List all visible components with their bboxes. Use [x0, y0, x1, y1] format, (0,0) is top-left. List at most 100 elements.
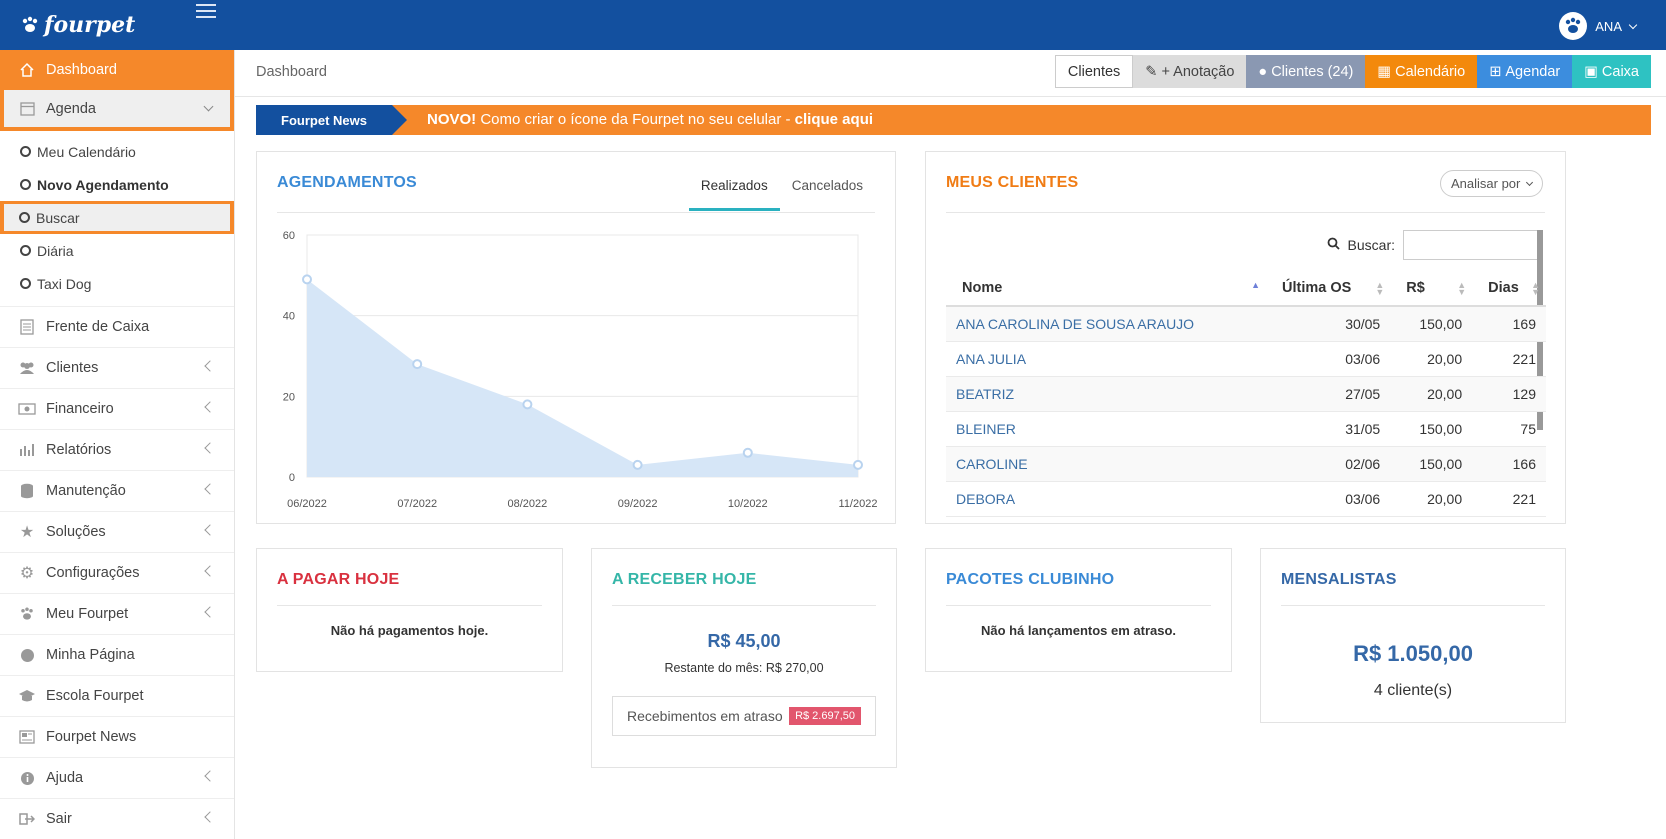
sidebar-item-manutencao[interactable]: Manutenção [0, 471, 234, 512]
users-icon: ● [1258, 63, 1268, 80]
main-content: Dashboard Clientes ✎ + Anotação ● Clientes… [235, 50, 1666, 839]
sidebar-item-label: Fourpet News [46, 729, 137, 745]
star-icon: ★ [19, 524, 35, 541]
mensalistas-title: MENSALISTAS [1281, 571, 1397, 588]
sidebar-item-solucoes[interactable]: ★ Soluções [0, 512, 234, 553]
agendar-button[interactable]: ⊞ Agendar [1477, 55, 1573, 88]
column-valor[interactable]: R$ ▲ ▼ [1390, 270, 1473, 307]
news-body: Como criar o ícone da Fourpet no seu cel… [476, 111, 795, 128]
submenu-item-diaria[interactable]: Diária [0, 234, 234, 267]
column-label: Última OS [1282, 279, 1352, 296]
cliente-nome[interactable]: ANA CAROLINA DE SOUSA ARAUJO [946, 306, 1266, 342]
submenu-item-buscar[interactable]: Buscar [0, 201, 234, 234]
calendario-button[interactable]: ▦ Calendário [1365, 55, 1478, 88]
tab-realizados[interactable]: Realizados [688, 174, 780, 211]
cliente-nome[interactable]: ANA JULIA [946, 341, 1266, 377]
top-bar: fourpet ANA [0, 0, 1666, 50]
info-icon [18, 769, 36, 787]
sidebar-item-frente-de-caixa[interactable]: Frente de Caixa [0, 307, 234, 348]
cliente-nome[interactable]: CAROLINE [946, 446, 1266, 482]
table-row[interactable]: BLEINER 31/05 150,00 75 [946, 411, 1546, 447]
cliente-nome[interactable]: DEBORA [946, 481, 1266, 517]
home-icon [18, 61, 36, 79]
sidebar-item-escola-fourpet[interactable]: Escola Fourpet [0, 676, 234, 717]
sidebar-item-financeiro[interactable]: Financeiro [0, 389, 234, 430]
submenu-item-meu-calendario[interactable]: Meu Calendário [0, 135, 234, 168]
column-dias[interactable]: Dias ▲ ▼ [1472, 270, 1546, 307]
column-label: Dias [1488, 279, 1519, 296]
meus-clientes-title: MEUS CLIENTES [946, 174, 1079, 191]
analisar-por-dropdown[interactable]: Analisar por [1440, 170, 1543, 197]
sidebar-item-clientes[interactable]: Clientes [0, 348, 234, 389]
cliente-nome[interactable]: BEATRIZ [946, 376, 1266, 412]
sidebar-item-sair[interactable]: Sair [0, 799, 234, 839]
sidebar-item-fourpet-news[interactable]: Fourpet News [0, 717, 234, 758]
news-banner[interactable]: Fourpet News NOVO! Como criar o ícone da… [256, 105, 1651, 135]
search-input[interactable] [1403, 230, 1543, 260]
table-row[interactable]: BEATRIZ 27/05 20,00 129 [946, 376, 1546, 412]
sidebar-item-label: Escola Fourpet [46, 688, 144, 704]
x-tick-label: 07/2022 [397, 498, 437, 510]
column-nome[interactable]: Nome ▲ [946, 270, 1266, 307]
submenu-label: Buscar [36, 209, 80, 226]
circle-icon [20, 146, 31, 157]
breadcrumb: Dashboard [256, 64, 327, 80]
table-row[interactable]: ANA CAROLINA DE SOUSA ARAUJO 30/05 150,00 1… [946, 306, 1546, 342]
a-pagar-title: A PAGAR HOJE [277, 571, 400, 588]
sign-out-icon [18, 810, 36, 828]
table-row[interactable]: ANA JULIA 03/06 20,00 221 [946, 341, 1546, 377]
button-label: Calendário [1395, 63, 1466, 80]
table-row[interactable]: DEBORA 03/06 20,00 221 [946, 481, 1546, 517]
submenu-label: Diária [37, 242, 74, 259]
anotacao-button[interactable]: ✎ + Anotação [1133, 55, 1247, 88]
empty-message: Não há lançamentos em atraso. [980, 623, 1177, 638]
clientes-count-button[interactable]: ● Clientes (24) [1246, 55, 1366, 88]
user-menu[interactable]: ANA [1559, 12, 1638, 40]
sidebar-item-ajuda[interactable]: Ajuda [0, 758, 234, 799]
agendamentos-card: AGENDAMENTOS Realizados Cancelados 0 20 40… [256, 151, 896, 524]
sidebar-item-label: Ajuda [46, 770, 84, 786]
sidebar: Dashboard Agenda Meu Calendário Novo Age… [0, 50, 235, 839]
chevron-left-icon [204, 770, 216, 782]
chevron-left-icon [204, 524, 216, 536]
sidebar-item-minha-pagina[interactable]: Minha Página [0, 635, 234, 676]
sidebar-item-label: Frente de Caixa [46, 319, 150, 335]
cliente-ultima-os: 03/06 [1266, 481, 1391, 517]
sidebar-item-dashboard[interactable]: Dashboard [0, 50, 234, 90]
sidebar-item-relatorios[interactable]: Relatórios [0, 430, 234, 471]
tab-cancelados[interactable]: Cancelados [791, 178, 863, 193]
sidebar-item-label: Dashboard [46, 62, 117, 78]
column-ultima-os[interactable]: Última OS ▲ ▼ [1266, 270, 1391, 307]
clientes-button[interactable]: Clientes [1054, 55, 1134, 88]
atraso-label: Recebimentos em atraso [627, 708, 783, 724]
news-text: NOVO! Como criar o ícone da Fourpet no s… [427, 111, 873, 128]
cliente-valor: 150,00 [1390, 446, 1473, 482]
cliente-dias: 221 [1472, 481, 1546, 517]
sidebar-item-label: Relatórios [46, 442, 112, 458]
news-link[interactable]: clique aqui [794, 111, 874, 128]
y-tick-label: 60 [283, 230, 295, 242]
sidebar-item-configuracoes[interactable]: ⚙ Configurações [0, 553, 234, 594]
receber-amount: R$ 45,00 [707, 631, 781, 651]
data-point [302, 274, 312, 285]
agendamentos-tabs: Realizados Cancelados [688, 174, 875, 211]
column-label: Nome [962, 279, 1003, 296]
recebimentos-atraso[interactable]: Recebimentos em atraso R$ 2.697,50 [612, 696, 876, 736]
submenu-item-novo-agendamento[interactable]: Novo Agendamento [0, 168, 234, 201]
caixa-button[interactable]: ▣ Caixa [1572, 55, 1651, 88]
gears-icon: ⚙ [19, 565, 35, 582]
paw-icon [1566, 17, 1581, 33]
divider [277, 605, 542, 606]
sidebar-item-agenda[interactable]: Agenda [4, 90, 230, 127]
chevron-left-icon [204, 401, 216, 413]
empty-message: Não há pagamentos hoje. [330, 623, 489, 638]
menu-toggle-icon[interactable] [196, 4, 216, 20]
chevron-down-icon [1525, 178, 1534, 187]
fourpet-logo[interactable]: fourpet [20, 12, 135, 38]
sidebar-item-meu-fourpet[interactable]: Meu Fourpet [0, 594, 234, 635]
cliente-nome[interactable]: BLEINER [946, 411, 1266, 447]
bar-chart-icon [18, 441, 36, 459]
submenu-item-taxi-dog[interactable]: Taxi Dog [0, 267, 234, 300]
table-row[interactable]: CAROLINE 02/06 150,00 166 [946, 446, 1546, 482]
atraso-badge: R$ 2.697,50 [789, 707, 861, 725]
